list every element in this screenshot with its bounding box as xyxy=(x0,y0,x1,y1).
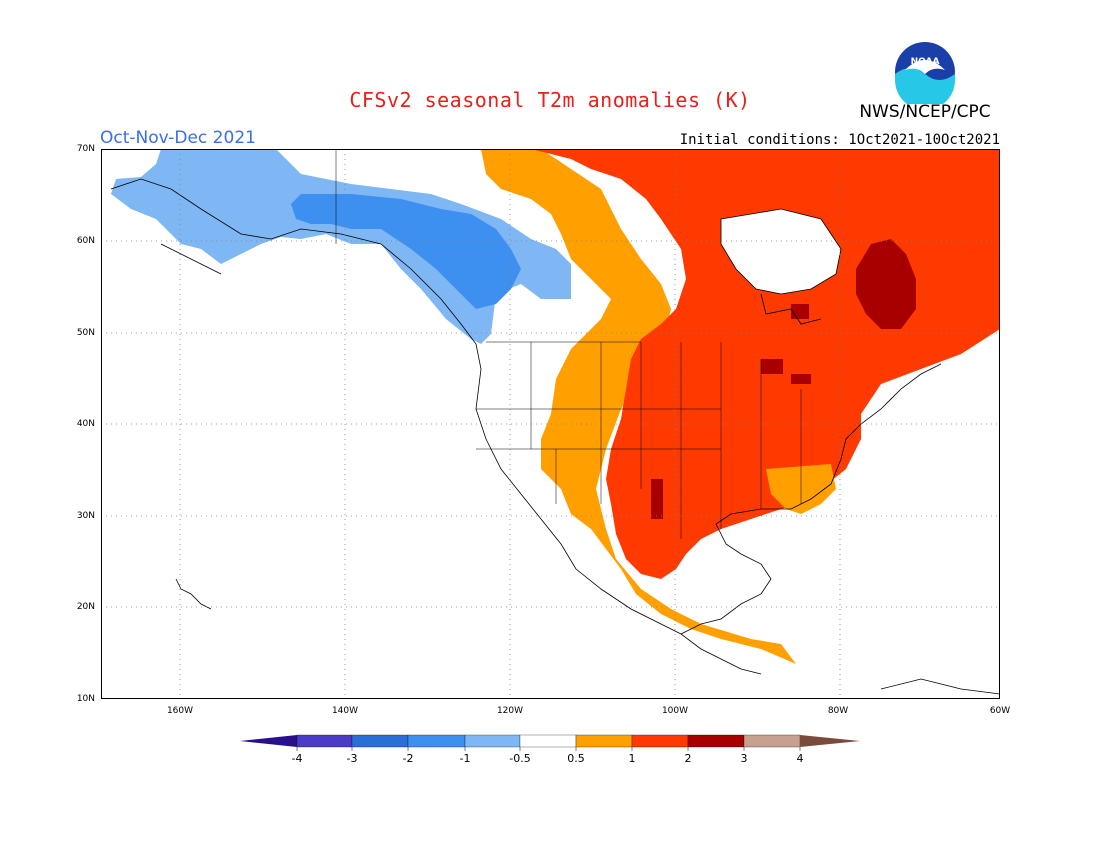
colorbar-cell xyxy=(687,734,745,748)
political-borders xyxy=(335,149,802,539)
season-label: Oct-Nov-Dec 2021 xyxy=(100,128,256,148)
colorbar-cell xyxy=(519,734,577,748)
colorbar-upper-extension xyxy=(800,735,860,747)
cold-anomaly-region xyxy=(111,149,571,344)
colorbar-cell xyxy=(407,734,466,748)
colorbar-label: 3 xyxy=(740,752,748,765)
colorbar-label: -2 xyxy=(402,752,414,765)
map-title: CFSv2 seasonal T2m anomalies (K) xyxy=(349,88,751,112)
lon-label-100w: 100W xyxy=(661,706,689,716)
lon-label-80w: 80W xyxy=(827,706,849,716)
map-border xyxy=(101,149,1000,699)
lon-label-60w: 60W xyxy=(989,706,1011,716)
colorbar-cell xyxy=(631,734,689,748)
colorbar-cell xyxy=(464,734,521,748)
lon-label-120w: 120W xyxy=(496,706,524,716)
colorbar xyxy=(240,734,860,751)
colorbar-label: 2 xyxy=(684,752,692,765)
agency-label: NWS/NCEP/CPC xyxy=(859,102,991,122)
colorbar-cell xyxy=(296,734,353,748)
lat-label-40n: 40N xyxy=(76,419,95,429)
colorbar-label: -4 xyxy=(291,752,303,765)
lat-label-60n: 60N xyxy=(76,236,95,246)
colorbar-label: 0.5 xyxy=(567,752,585,765)
lat-label-20n: 20N xyxy=(76,602,95,612)
lat-label-10n: 10N xyxy=(76,694,95,704)
lon-label-160w: 160W xyxy=(166,706,194,716)
noaa-logo: NOAA xyxy=(895,42,955,104)
colorbar-lower-extension xyxy=(240,735,297,747)
colorbar-label: -0.5 xyxy=(509,752,531,765)
colorbar-cell xyxy=(743,734,801,748)
lat-label-30n: 30N xyxy=(76,511,95,521)
colorbar-label: -1 xyxy=(459,752,471,765)
lon-label-140w: 140W xyxy=(331,706,359,716)
logo-text: NOAA xyxy=(911,57,940,67)
anomaly-map xyxy=(101,149,1000,699)
coastlines xyxy=(110,178,1000,695)
lat-label-50n: 50N xyxy=(76,328,95,338)
gridlines xyxy=(101,149,1000,699)
colorbar-label: 1 xyxy=(628,752,636,765)
colorbar-label: -3 xyxy=(346,752,358,765)
colorbar-cell xyxy=(351,734,409,748)
colorbar-cell xyxy=(575,734,633,748)
lat-label-70n: 70N xyxy=(76,144,95,154)
colorbar-label: 4 xyxy=(796,752,804,765)
initial-conditions-label: Initial conditions: 1Oct2021-10Oct2021 xyxy=(679,132,1000,148)
